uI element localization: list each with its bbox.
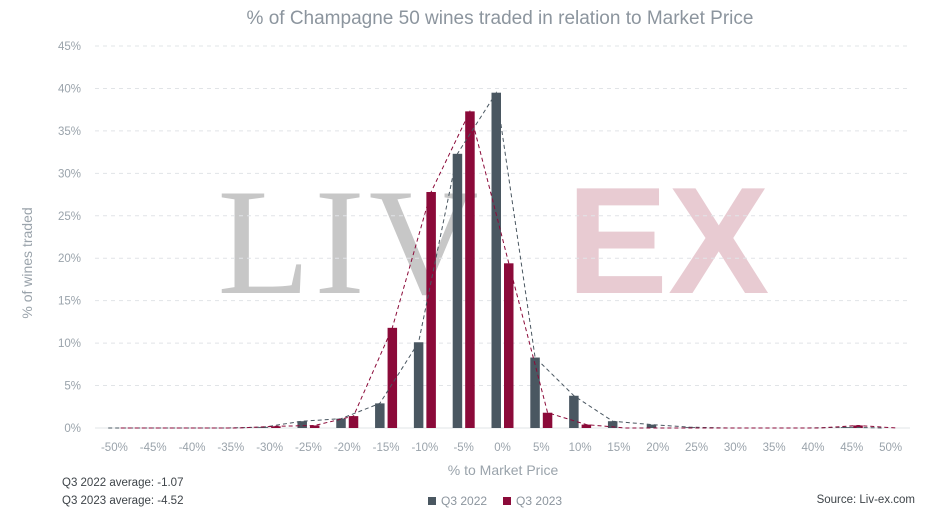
bar xyxy=(297,421,307,428)
x-tick-label: -15% xyxy=(373,442,400,454)
bar xyxy=(530,357,540,428)
y-tick-label: 40% xyxy=(58,83,81,95)
avg-2022-note: Q3 2022 average: -1.07 xyxy=(62,477,184,489)
bar xyxy=(465,111,475,428)
x-tick-label: 0% xyxy=(494,442,511,454)
x-tick-label: 20% xyxy=(646,442,669,454)
avg-2023-note: Q3 2023 average: -4.52 xyxy=(62,495,184,507)
bar xyxy=(375,403,385,428)
bar xyxy=(646,424,657,428)
y-tick-label: 20% xyxy=(58,253,81,265)
y-tick-label: 15% xyxy=(58,296,81,308)
source-note: Source: Liv-ex.com xyxy=(816,494,915,506)
x-tick-label: -25% xyxy=(295,442,322,454)
bar xyxy=(271,426,281,428)
legend-swatch-q3-2023 xyxy=(503,497,512,505)
y-tick-label: 35% xyxy=(58,126,81,138)
x-tick-label: 50% xyxy=(879,442,902,454)
y-tick-label: 0% xyxy=(64,423,81,435)
bar xyxy=(504,263,514,428)
bar xyxy=(426,192,436,428)
x-tick-label: -20% xyxy=(334,442,361,454)
bar xyxy=(309,425,320,428)
y-tick-label: 25% xyxy=(58,211,81,223)
x-tick-label: 45% xyxy=(840,442,863,454)
legend-label-q3-2022: Q3 2022 xyxy=(441,494,488,508)
x-tick-label: -5% xyxy=(453,442,473,454)
bars xyxy=(258,92,863,428)
x-tick-label: 15% xyxy=(607,442,630,454)
bar xyxy=(853,425,863,428)
bar xyxy=(542,412,553,428)
trendlines xyxy=(108,91,897,429)
x-tick-label: -45% xyxy=(140,442,167,454)
y-tick-label: 30% xyxy=(58,168,81,180)
y-axis-label: % of wines traded xyxy=(19,207,35,318)
legend-swatch-q3-2022 xyxy=(428,497,436,505)
bar xyxy=(387,327,398,428)
x-tick-label: 5% xyxy=(533,442,550,454)
y-tick-label: 45% xyxy=(58,41,81,53)
bar xyxy=(607,421,618,428)
x-tick-label: -35% xyxy=(217,442,244,454)
bar xyxy=(569,395,579,428)
legend-label-q3-2023: Q3 2023 xyxy=(516,494,563,508)
bar xyxy=(413,342,424,428)
x-axis-ticks: -50% -45% -40% -35% -30% -25% -20% -15% -10% -5% 0… xyxy=(101,442,902,454)
x-tick-label: 35% xyxy=(763,442,786,454)
x-tick-label: 40% xyxy=(801,442,824,454)
y-axis-ticks: 0% 5% 10% 15% 20% 25% 30% 35% 40% 45% xyxy=(58,41,81,435)
x-tick-label: -30% xyxy=(256,442,283,454)
x-axis-label: % to Market Price xyxy=(448,462,559,478)
x-tick-label: -40% xyxy=(179,442,206,454)
x-tick-label: 25% xyxy=(685,442,708,454)
x-tick-label: -50% xyxy=(101,442,128,454)
y-tick-label: 10% xyxy=(58,338,81,350)
legend: Q3 2022 Q3 2023 xyxy=(428,494,562,508)
x-tick-label: 30% xyxy=(724,442,747,454)
bar xyxy=(336,418,346,428)
chart-title: % of Champagne 50 wines traded in relati… xyxy=(247,8,754,29)
x-tick-label: -10% xyxy=(411,442,438,454)
bar xyxy=(452,153,463,428)
watermark-ex: EX xyxy=(567,156,770,326)
bar xyxy=(491,92,501,428)
x-tick-label: 10% xyxy=(569,442,592,454)
bar xyxy=(581,424,592,428)
y-tick-label: 5% xyxy=(64,381,81,393)
trendline xyxy=(120,109,897,429)
bar xyxy=(348,416,359,428)
